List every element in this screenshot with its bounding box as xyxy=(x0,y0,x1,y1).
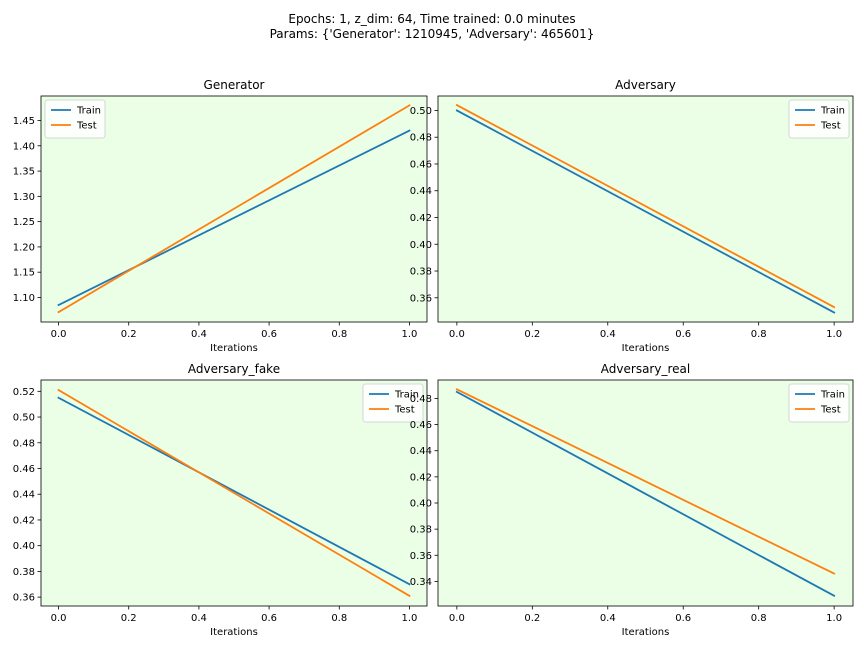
x-tick-label: 0.8 xyxy=(331,329,347,340)
x-tick-label: 0.6 xyxy=(261,329,277,340)
y-tick-label: 1.30 xyxy=(13,192,35,203)
x-tick-label: 0.4 xyxy=(191,613,207,624)
x-tick-label: 0.4 xyxy=(600,329,616,340)
x-axis-label: Iterations xyxy=(210,627,258,638)
x-tick-label: 1.0 xyxy=(402,613,418,624)
x-axis-label: Iterations xyxy=(622,343,670,354)
axes-frame xyxy=(437,379,854,607)
y-tick-label: 0.48 xyxy=(410,133,432,144)
y-tick-label: 1.35 xyxy=(13,167,35,178)
y-tick-label: 0.36 xyxy=(410,293,432,304)
x-tick-label: 0.2 xyxy=(121,613,137,624)
x-tick-label: 0.0 xyxy=(51,329,67,340)
panel-generator: Generator 0.0 0.2 0.4 0.6 0.8 1.0 1.10 1.15 1.20 1… xyxy=(13,78,428,354)
x-tick-label: 0.4 xyxy=(600,613,616,624)
series-line-test xyxy=(455,388,836,575)
y-tick-label: 1.45 xyxy=(13,116,35,127)
legend: Train Test xyxy=(44,99,106,139)
y-tick-label: 1.15 xyxy=(13,268,35,279)
x-axis-label: Iterations xyxy=(622,627,670,638)
y-tick-label: 0.36 xyxy=(13,593,35,604)
y-tick-label: 0.46 xyxy=(410,159,432,170)
legend-label-test: Test xyxy=(76,121,97,132)
y-tick-label: 0.52 xyxy=(13,387,35,398)
series-line-train xyxy=(57,129,411,307)
x-tick-label: 0.4 xyxy=(191,329,207,340)
plot-area xyxy=(438,96,853,322)
y-tick-label: 0.40 xyxy=(410,240,432,251)
y-tick-label: 0.42 xyxy=(13,515,35,526)
series-line-test xyxy=(455,103,836,309)
x-tick-label: 0.2 xyxy=(524,613,540,624)
y-tick-label: 0.36 xyxy=(410,551,432,562)
y-tick-label: 1.25 xyxy=(13,217,35,228)
series-line-train xyxy=(57,396,411,586)
figure-title-line2: Params: {'Generator': 1210945, 'Adversar… xyxy=(270,27,595,41)
y-tick-label: 0.46 xyxy=(13,464,35,475)
subplot-grid: Generator 0.0 0.2 0.4 0.6 0.8 1.0 1.10 1.15 1.20 1… xyxy=(13,78,854,638)
axes-frame xyxy=(437,95,854,323)
y-tick-label: 0.44 xyxy=(410,446,432,457)
x-tick-label: 0.6 xyxy=(675,329,691,340)
y-tick-label: 0.38 xyxy=(410,525,432,536)
panel-title: Adversary xyxy=(615,78,676,92)
y-tick-label: 1.40 xyxy=(13,141,35,152)
panel-adversary-real: Adversary_real 0.0 0.2 0.4 0.6 0.8 1.0 0.34 0.36… xyxy=(410,362,854,638)
legend-label-test: Test xyxy=(820,121,841,132)
panel-adversary: Adversary 0.0 0.2 0.4 0.6 0.8 1.0 0.36 0.38 0.40 0… xyxy=(410,78,854,354)
y-tick-label: 0.48 xyxy=(410,394,432,405)
panel-title: Adversary_fake xyxy=(188,362,280,376)
x-tick-label: 0.0 xyxy=(51,613,67,624)
axes-frame xyxy=(40,379,428,607)
x-tick-label: 0.2 xyxy=(524,329,540,340)
y-tick-label: 0.38 xyxy=(410,267,432,278)
x-tick-label: 0.0 xyxy=(449,613,465,624)
legend-label-train: Train xyxy=(394,390,419,401)
y-tick-label: 0.40 xyxy=(410,498,432,509)
y-tick-label: 0.38 xyxy=(13,567,35,578)
legend-label-train: Train xyxy=(820,390,845,401)
x-tick-label: 1.0 xyxy=(826,613,842,624)
legend: Train Test xyxy=(788,99,850,139)
legend-label-test: Test xyxy=(820,405,841,416)
x-tick-label: 0.8 xyxy=(751,613,767,624)
x-tick-label: 0.2 xyxy=(121,329,137,340)
y-tick-label: 0.42 xyxy=(410,213,432,224)
x-tick-label: 1.0 xyxy=(402,329,418,340)
legend: Train Test xyxy=(362,383,424,423)
panel-adversary-fake: Adversary_fake 0.0 0.2 0.4 0.6 0.8 1.0 0.36 0.38… xyxy=(13,362,428,638)
x-tick-label: 0.8 xyxy=(751,329,767,340)
x-tick-label: 0.6 xyxy=(675,613,691,624)
y-tick-label: 0.48 xyxy=(13,438,35,449)
y-tick-label: 0.50 xyxy=(410,106,432,117)
y-tick-label: 1.20 xyxy=(13,242,35,253)
y-tick-label: 0.42 xyxy=(410,472,432,483)
y-tick-label: 0.44 xyxy=(410,186,432,197)
x-tick-label: 0.8 xyxy=(331,613,347,624)
legend-label-train: Train xyxy=(820,106,845,117)
y-tick-label: 0.34 xyxy=(410,577,432,588)
y-tick-label: 0.50 xyxy=(13,413,35,424)
x-tick-label: 1.0 xyxy=(826,329,842,340)
legend-label-test: Test xyxy=(394,405,415,416)
legend-label-train: Train xyxy=(76,106,101,117)
series-line-train xyxy=(455,390,836,598)
x-axis-label: Iterations xyxy=(210,343,258,354)
y-tick-label: 0.40 xyxy=(13,541,35,552)
series-line-test xyxy=(57,104,411,314)
figure-title-line1: Epochs: 1, z_dim: 64, Time trained: 0.0 … xyxy=(288,12,575,26)
x-tick-label: 0.0 xyxy=(449,329,465,340)
panel-title: Adversary_real xyxy=(601,362,690,376)
series-line-train xyxy=(455,109,836,314)
panel-title: Generator xyxy=(204,78,265,92)
y-tick-label: 1.10 xyxy=(13,293,35,304)
axes-frame xyxy=(40,95,428,323)
y-tick-label: 0.44 xyxy=(13,490,35,501)
y-tick-label: 0.46 xyxy=(410,420,432,431)
x-tick-label: 0.6 xyxy=(261,613,277,624)
series-line-test xyxy=(57,388,411,598)
legend: Train Test xyxy=(788,383,850,423)
